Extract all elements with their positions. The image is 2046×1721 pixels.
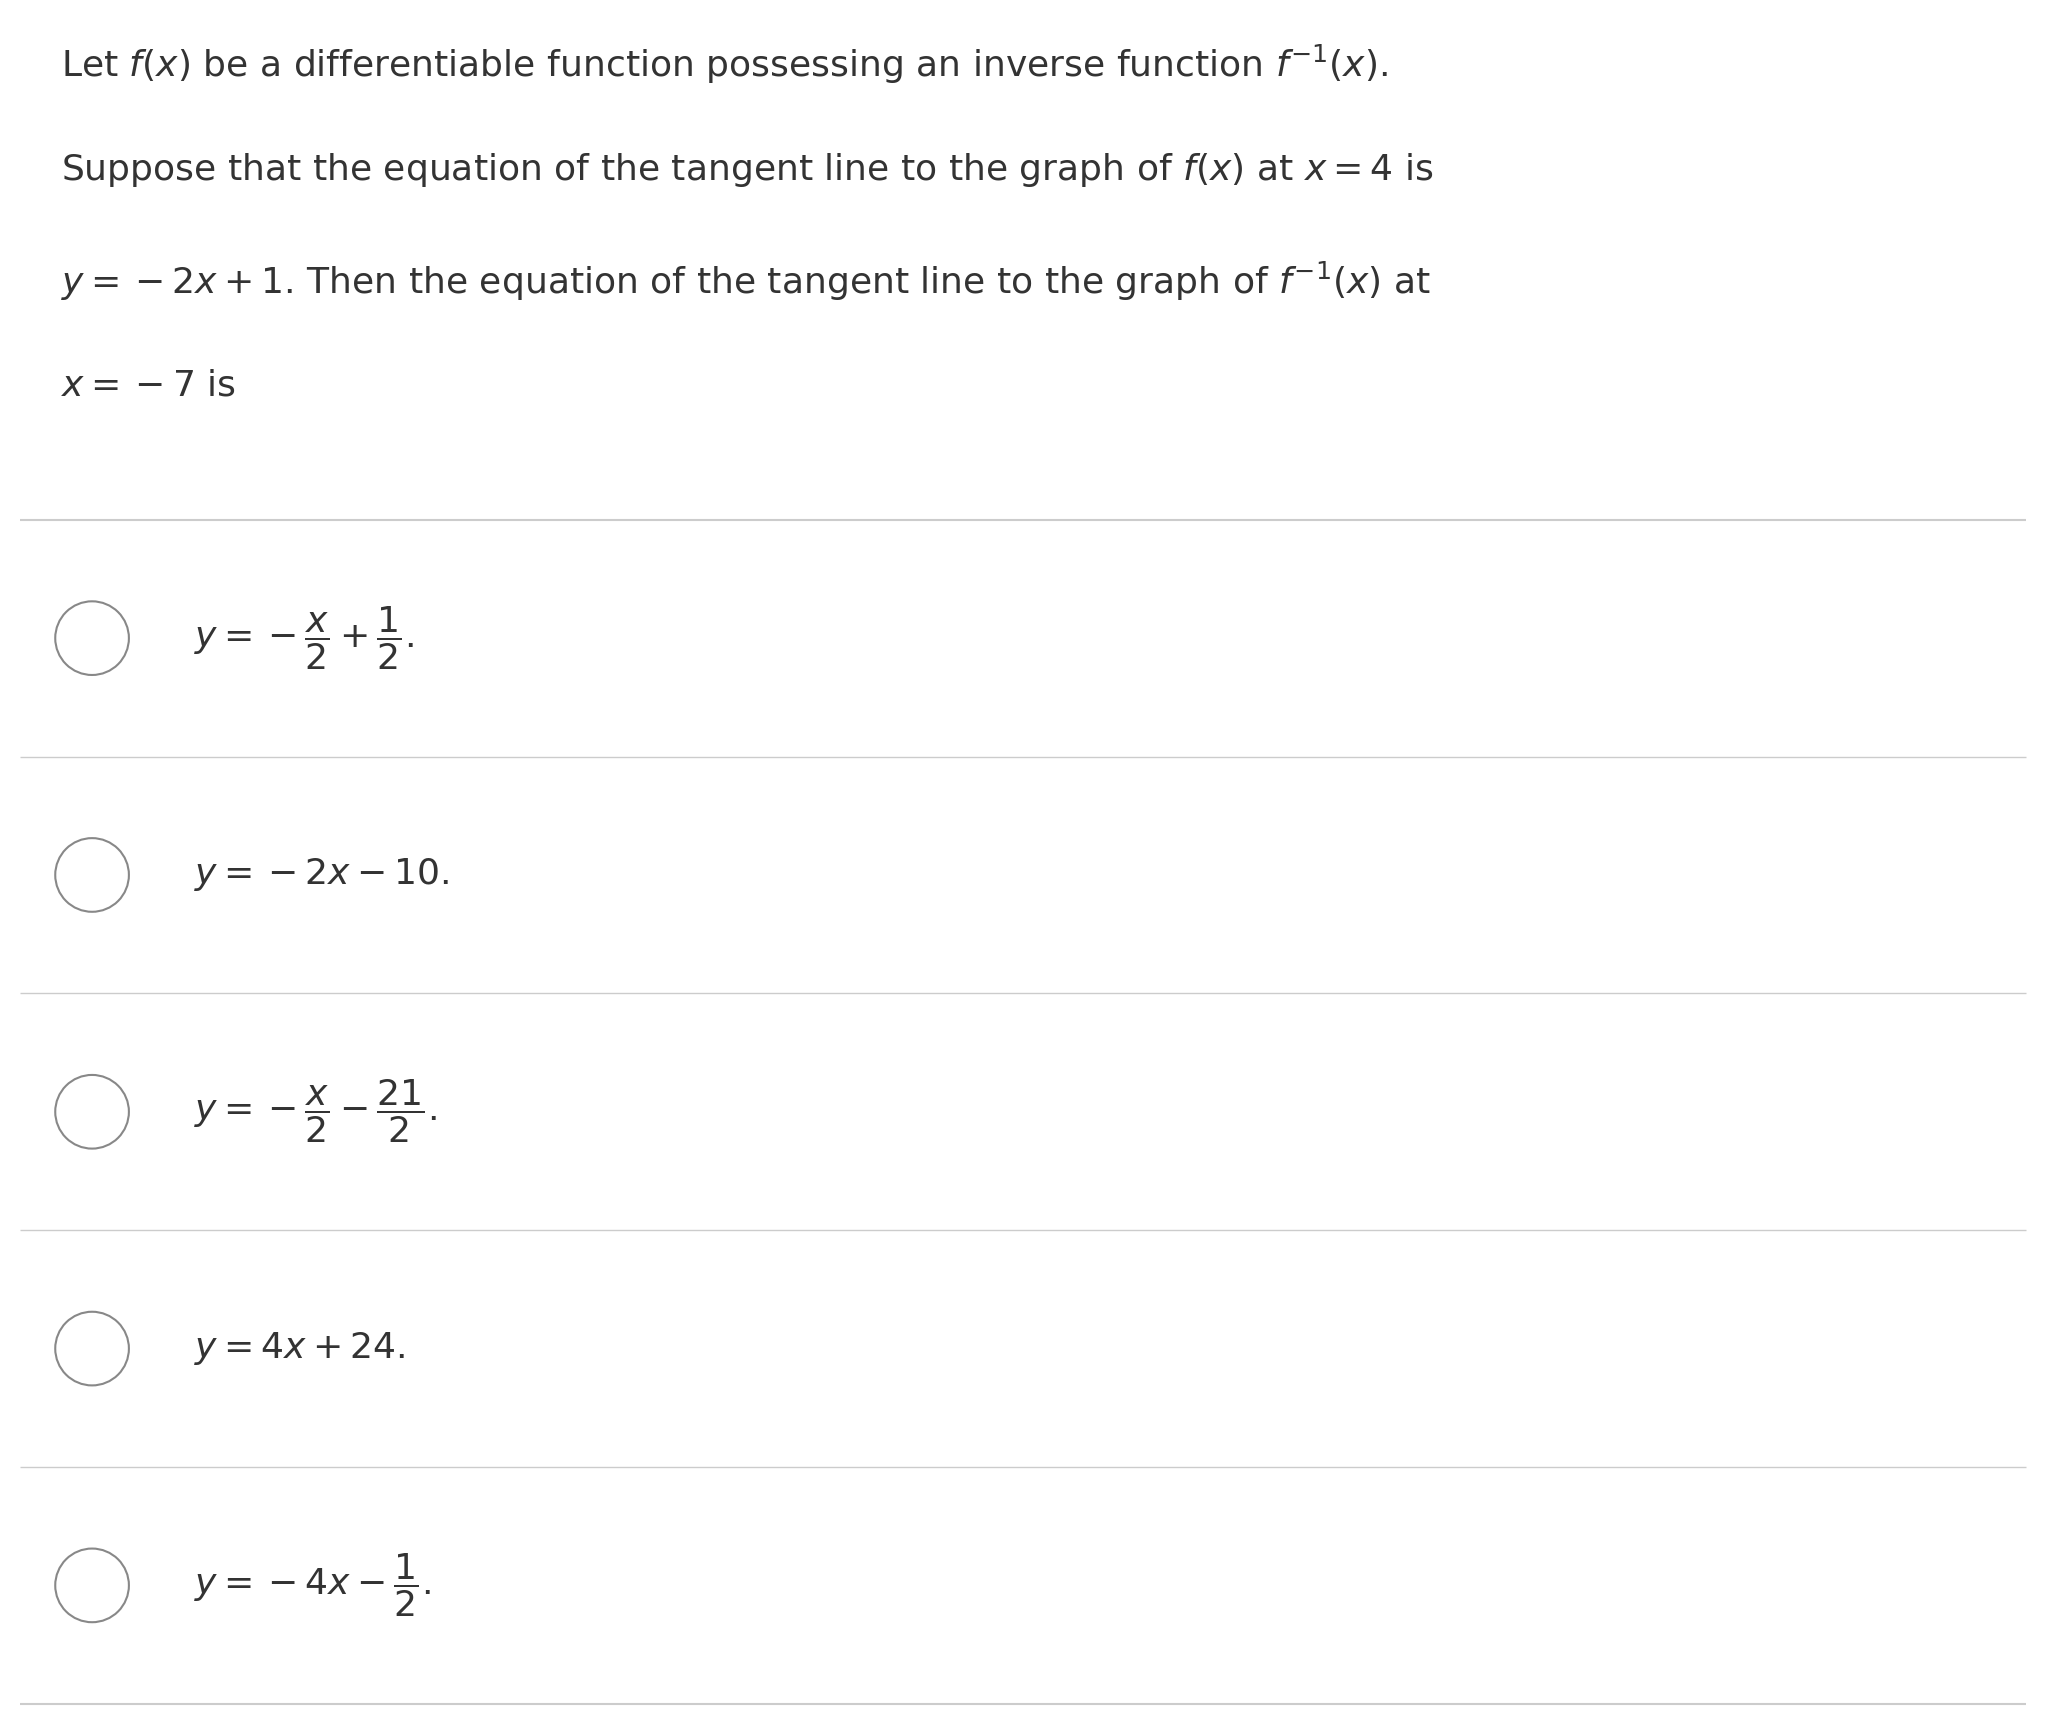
Text: $y = -\dfrac{x}{2} + \dfrac{1}{2}$.: $y = -\dfrac{x}{2} + \dfrac{1}{2}$. (194, 604, 413, 671)
Text: $y = -2x + 1$. Then the equation of the tangent line to the graph of $f^{-1}(x)$: $y = -2x + 1$. Then the equation of the … (61, 260, 1430, 303)
Text: $x = -7$ is: $x = -7$ is (61, 368, 235, 403)
Text: Let $f(x)$ be a differentiable function possessing an inverse function $f^{-1}(x: Let $f(x)$ be a differentiable function … (61, 43, 1389, 86)
Text: $y = -\dfrac{x}{2} - \dfrac{21}{2}$.: $y = -\dfrac{x}{2} - \dfrac{21}{2}$. (194, 1077, 438, 1146)
Text: $y = -4x - \dfrac{1}{2}$.: $y = -4x - \dfrac{1}{2}$. (194, 1552, 432, 1619)
Text: Suppose that the equation of the tangent line to the graph of $f(x)$ at $x = 4$ : Suppose that the equation of the tangent… (61, 151, 1434, 189)
Text: $y = -2x - 10$.: $y = -2x - 10$. (194, 857, 450, 893)
Text: $y = 4x + 24$.: $y = 4x + 24$. (194, 1330, 405, 1366)
